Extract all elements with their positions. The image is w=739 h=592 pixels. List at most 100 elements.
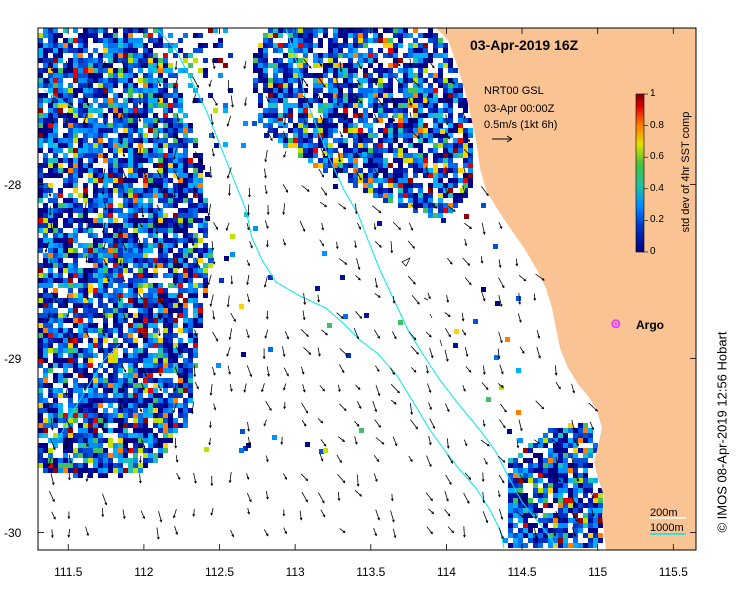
sst-pixel xyxy=(583,483,588,488)
sst-pixel xyxy=(443,163,448,168)
sst-pixel xyxy=(73,178,78,183)
sst-pixel xyxy=(553,438,558,443)
sst-pixel xyxy=(138,328,143,333)
sst-pixel xyxy=(78,453,83,458)
current-vector-head xyxy=(426,370,429,374)
sst-pixel xyxy=(43,318,48,323)
sst-pixel xyxy=(298,138,303,143)
sst-pixel xyxy=(128,188,133,193)
sst-pixel xyxy=(118,123,123,128)
sst-pixel xyxy=(358,128,363,133)
sst-pixel xyxy=(38,383,43,388)
sst-pixel xyxy=(538,473,543,478)
sst-pixel xyxy=(93,263,98,268)
sst-pixel xyxy=(433,93,438,98)
sst-pixel xyxy=(98,223,103,228)
current-vector-head xyxy=(378,210,382,214)
sst-pixel xyxy=(138,173,143,178)
sst-pixel xyxy=(533,483,538,488)
current-vector xyxy=(227,365,231,375)
sst-pixel xyxy=(393,28,398,33)
current-vector-head xyxy=(482,231,486,235)
sst-pixel xyxy=(103,48,108,53)
sst-pixel xyxy=(123,33,128,38)
sst-pixel xyxy=(38,128,43,133)
current-vector xyxy=(84,202,87,212)
sst-pixel xyxy=(358,63,363,68)
sst-pixel xyxy=(553,458,558,463)
sst-pixel xyxy=(253,88,258,93)
sst-pixel xyxy=(183,303,188,308)
sst-pixel xyxy=(98,343,103,348)
sst-pixel xyxy=(153,388,158,393)
current-vector-head xyxy=(409,103,412,106)
sst-pixel xyxy=(453,83,458,88)
sst-pixel xyxy=(93,353,98,358)
current-vector xyxy=(355,112,362,118)
sst-pixel xyxy=(173,423,178,428)
sst-pixel xyxy=(58,113,63,118)
sst-pixel xyxy=(333,158,338,163)
sst-pixel xyxy=(148,88,153,93)
argo-float-marker[interactable] xyxy=(611,319,621,329)
sst-pixel xyxy=(53,73,58,78)
current-vector xyxy=(372,400,377,412)
sst-pixel xyxy=(58,403,63,408)
current-vector-head xyxy=(500,340,503,344)
sst-pixel xyxy=(108,158,113,163)
current-vector xyxy=(140,438,145,448)
sst-pixel xyxy=(113,448,118,453)
sst-pixel xyxy=(423,48,428,53)
current-vector xyxy=(339,528,346,533)
sst-pixel xyxy=(463,188,468,193)
current-vector xyxy=(426,526,433,534)
sst-pixel xyxy=(133,383,138,388)
sst-pixel xyxy=(78,218,83,223)
current-vector-head xyxy=(501,285,505,289)
sst-pixel xyxy=(53,263,58,268)
sst-pixel xyxy=(198,33,203,38)
sst-pixel xyxy=(128,253,133,258)
sst-pixel xyxy=(103,153,108,158)
sst-pixel xyxy=(58,233,63,238)
current-vector xyxy=(425,492,433,501)
current-vector-head xyxy=(282,353,286,358)
sst-pixel xyxy=(108,218,113,223)
sst-pixel xyxy=(193,208,198,213)
sst-pixel xyxy=(148,433,153,438)
sst-pixel xyxy=(388,128,393,133)
sst-pixel xyxy=(173,123,178,128)
sst-pixel xyxy=(38,338,43,343)
sst-pixel xyxy=(188,208,193,213)
sst-pixel xyxy=(363,73,368,78)
current-vector-head xyxy=(119,142,123,146)
sst-pixel xyxy=(393,98,398,103)
sst-pixel xyxy=(68,388,73,393)
sst-pixel xyxy=(563,473,568,478)
sst-pixel xyxy=(403,53,408,58)
current-vector xyxy=(264,168,267,178)
sst-pixel xyxy=(558,538,563,543)
sst-pixel xyxy=(448,208,453,213)
sst-pixel xyxy=(433,173,438,178)
current-vector xyxy=(357,222,361,230)
sst-pixel xyxy=(163,158,168,163)
sst-pixel xyxy=(103,198,108,203)
sst-pixel xyxy=(108,463,113,468)
current-vector-head xyxy=(415,426,418,430)
sst-pixel xyxy=(118,293,123,298)
sst-pixel xyxy=(148,208,153,213)
sst-pixel xyxy=(288,33,293,38)
sst-pixel xyxy=(53,293,58,298)
sst-pixel xyxy=(388,73,393,78)
current-vector-head xyxy=(553,533,557,537)
sst-pixel xyxy=(443,158,448,163)
current-vector xyxy=(356,79,361,86)
sst-pixel xyxy=(178,343,183,348)
current-vector xyxy=(227,115,232,127)
sst-pixel xyxy=(53,58,58,63)
sst-pixel xyxy=(153,418,158,423)
sst-pixel xyxy=(373,78,378,83)
sst-pixel xyxy=(83,403,88,408)
sst-pixel xyxy=(108,148,113,153)
